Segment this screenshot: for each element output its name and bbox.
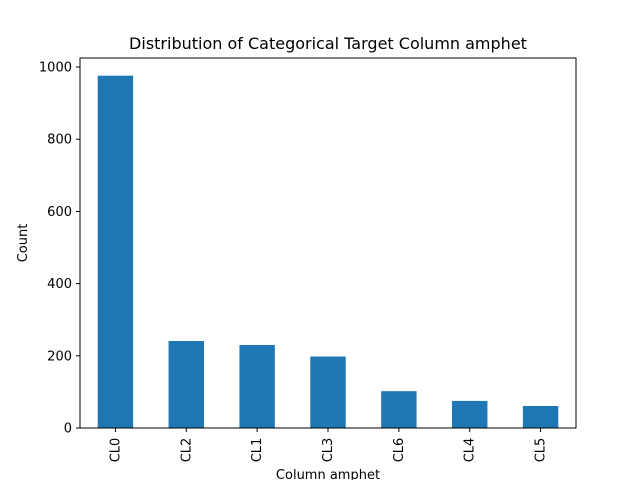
- bar-cl6: [381, 391, 417, 428]
- bars-group: [97, 75, 559, 428]
- x-tick-label: CL3: [321, 438, 336, 463]
- x-axis: CL0 CL2 CL1 CL3 CL6 CL4 CL5: [108, 428, 549, 463]
- plot-frame: [79, 57, 577, 429]
- y-axis-label: Count: [16, 224, 31, 263]
- y-axis: 0 200 400 600 800 1000: [39, 61, 80, 437]
- bar-cl5: [522, 405, 559, 428]
- y-tick-label: 600: [47, 205, 72, 220]
- y-tick-label: 1000: [39, 61, 72, 76]
- x-tick-label: CL2: [179, 438, 194, 463]
- bar-cl3: [310, 356, 346, 428]
- x-tick-label: CL4: [463, 438, 478, 463]
- x-tick-label: CL5: [534, 438, 549, 463]
- x-axis-label: Column amphet: [276, 468, 380, 480]
- x-tick-label: CL1: [250, 438, 265, 463]
- y-tick-label: 400: [47, 277, 72, 292]
- bar-cl2: [168, 341, 204, 428]
- bar-cl0: [97, 75, 134, 428]
- chart-title: Distribution of Categorical Target Colum…: [129, 34, 527, 53]
- y-tick-label: 0: [64, 422, 72, 437]
- x-tick-label: CL6: [392, 438, 407, 463]
- x-tick-label: CL0: [108, 438, 123, 463]
- bar-cl1: [239, 344, 275, 428]
- y-tick-label: 800: [47, 133, 72, 148]
- y-tick-label: 200: [47, 349, 72, 364]
- bar-cl4: [452, 400, 488, 428]
